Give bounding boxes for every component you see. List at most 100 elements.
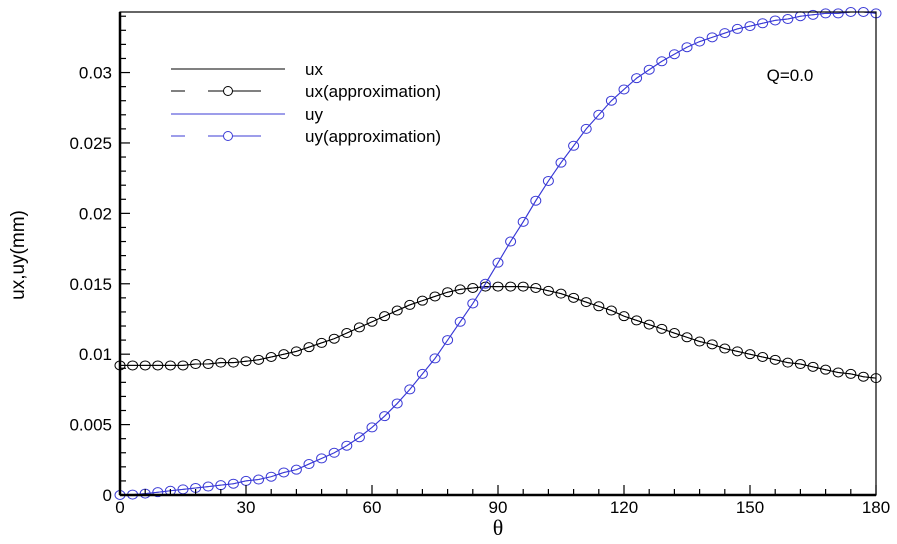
- ticks: [119, 15, 877, 496]
- data-point: [555, 157, 567, 168]
- data-point: [177, 360, 189, 371]
- y-tick-label: 0.005: [69, 416, 112, 435]
- data-point: [719, 343, 731, 354]
- data-point: [694, 336, 706, 347]
- data-point: [593, 109, 605, 120]
- data-point: [681, 42, 693, 53]
- y-axis-label: ux,uy(mm): [8, 210, 29, 300]
- data-point: [618, 84, 630, 95]
- data-point: [681, 332, 693, 343]
- tick-labels: 0 30 60 90 120 150 180 0 0.005 0.01 0.015 0.02 0.025…: [69, 64, 890, 517]
- data-point: [744, 349, 756, 360]
- y-tick-label: 0.03: [79, 64, 112, 83]
- data-point: [341, 328, 353, 339]
- data-point: [706, 32, 718, 43]
- data-point: [290, 464, 302, 475]
- data-point: [454, 284, 466, 295]
- data-point: [391, 398, 403, 409]
- data-point: [731, 346, 743, 357]
- x-tick-label: 120: [610, 498, 638, 517]
- y-tick-label: 0.025: [69, 134, 112, 153]
- data-point: [190, 359, 202, 370]
- data-point: [845, 368, 857, 379]
- x-tick-label: 60: [363, 498, 382, 517]
- data-point: [479, 278, 491, 289]
- data-point: [694, 36, 706, 47]
- x-tick-label: 180: [862, 498, 890, 517]
- data-point: [404, 299, 416, 310]
- data-point: [605, 95, 617, 106]
- data-point: [530, 283, 542, 293]
- data-point: [404, 384, 416, 395]
- data-point: [265, 352, 277, 362]
- series-ux-approximation: [114, 281, 882, 384]
- data-point: [442, 335, 454, 346]
- series-layer: [114, 7, 882, 500]
- data-point: [530, 195, 542, 206]
- data-point: [202, 481, 214, 492]
- data-point: [429, 291, 441, 302]
- series-ux: [120, 286, 877, 379]
- data-point: [517, 216, 529, 227]
- data-point: [631, 73, 643, 84]
- data-point: [542, 175, 554, 186]
- data-point: [668, 328, 680, 339]
- legend: ux ux(approximation) uy uy(approximation): [171, 60, 441, 146]
- data-point: [505, 236, 517, 247]
- data-point: [253, 474, 265, 485]
- data-point: [152, 487, 164, 498]
- data-point: [820, 8, 832, 19]
- data-point: [593, 301, 605, 312]
- data-point: [668, 49, 680, 60]
- data-point: [341, 440, 353, 451]
- legend-marker: [223, 86, 233, 96]
- data-point: [618, 311, 630, 322]
- data-point: [744, 21, 756, 32]
- data-point: [643, 64, 655, 75]
- data-point: [379, 311, 391, 322]
- data-point: [656, 56, 668, 67]
- plot-frame: [119, 11, 877, 496]
- data-point: [631, 315, 643, 326]
- data-point: [227, 478, 239, 489]
- data-point: [782, 357, 794, 368]
- data-point: [127, 360, 139, 371]
- data-point: [807, 361, 819, 372]
- data-point: [316, 453, 328, 464]
- data-point: [139, 360, 151, 371]
- x-tick-label: 0: [115, 498, 124, 517]
- data-point: [152, 360, 164, 371]
- data-point: [492, 281, 504, 292]
- data-point: [227, 357, 239, 368]
- series-line: [119, 11, 877, 496]
- data-point: [492, 257, 504, 268]
- data-point: [353, 322, 365, 333]
- data-point: [731, 23, 743, 34]
- data-point: [807, 9, 819, 20]
- y-tick-label: 0.015: [69, 275, 112, 294]
- data-point: [303, 342, 315, 353]
- annotation-q: Q=0.0: [767, 66, 814, 85]
- data-point: [706, 339, 718, 350]
- data-point: [794, 359, 806, 370]
- data-point: [757, 352, 769, 362]
- data-point: [278, 349, 290, 360]
- data-point: [416, 368, 428, 379]
- series-line: [120, 286, 877, 379]
- legend-label: ux: [305, 60, 323, 79]
- data-point: [568, 140, 580, 151]
- series-line: [119, 11, 877, 496]
- legend-marker: [223, 131, 233, 141]
- legend-item: ux: [171, 60, 323, 79]
- data-point: [366, 316, 378, 327]
- data-point: [643, 319, 655, 330]
- data-point: [366, 422, 378, 433]
- x-tick-label: 90: [489, 498, 508, 517]
- data-point: [505, 281, 517, 292]
- data-point: [290, 346, 302, 357]
- data-point: [202, 359, 214, 370]
- data-point: [328, 447, 340, 458]
- series-uy-approximation: [114, 7, 882, 500]
- legend-label: uy(approximation): [305, 127, 441, 146]
- y-tick-label: 0.01: [79, 345, 112, 364]
